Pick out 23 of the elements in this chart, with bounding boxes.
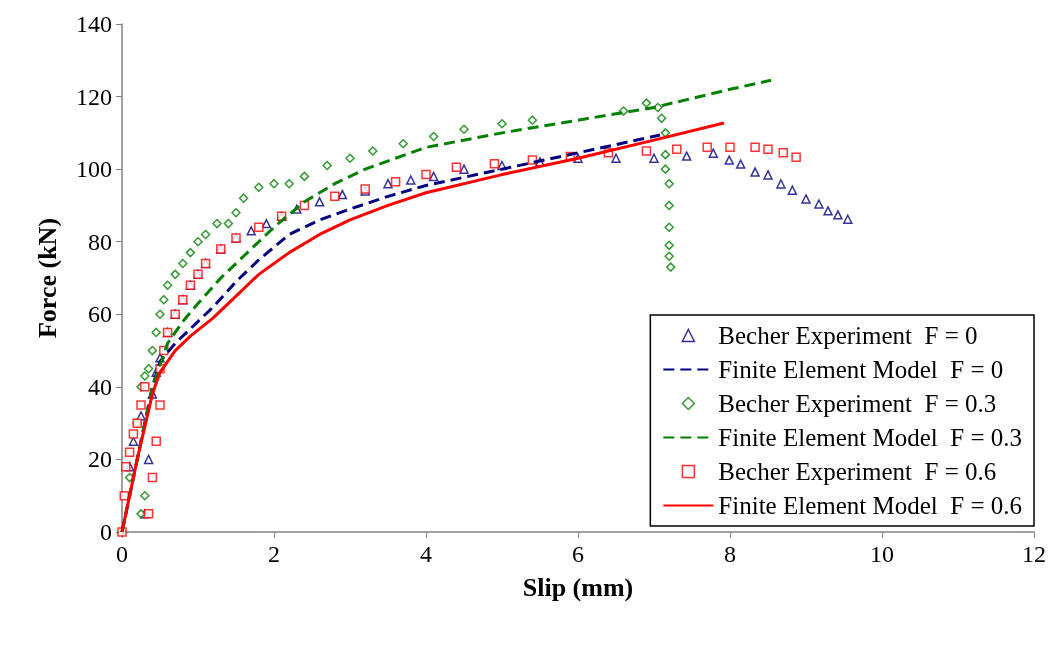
y-axis-title: Force (kN) [32, 217, 62, 339]
x-tick-label: 12 [1022, 541, 1046, 567]
x-axis-title: Slip (mm) [522, 572, 634, 602]
y-tick-label: 140 [76, 11, 112, 37]
legend-label: Becher Experiment F = 0.6 [718, 458, 997, 485]
y-tick-label: 100 [76, 156, 112, 183]
x-tick-label: 0 [116, 541, 128, 567]
x-tick-label: 6 [572, 541, 584, 567]
legend-label: Finite Element Model F = 0 [718, 356, 1004, 383]
legend-label: Becher Experiment F = 0.3 [718, 390, 997, 417]
x-tick-label: 2 [268, 541, 280, 567]
legend-label: Finite Element Model F = 0.6 [718, 492, 1023, 519]
y-tick-label: 40 [88, 373, 112, 400]
y-tick-label: 60 [88, 301, 112, 328]
legend-label: Becher Experiment F = 0 [718, 322, 978, 349]
legend-label: Finite Element Model F = 0.3 [718, 424, 1023, 451]
y-tick-label: 120 [76, 83, 112, 110]
y-tick-label: 20 [88, 446, 112, 473]
x-tick-label: 8 [724, 541, 736, 567]
y-tick-label: 80 [88, 228, 112, 255]
y-tick-label: 0 [100, 519, 112, 545]
x-tick-label: 10 [870, 541, 894, 567]
x-tick-label: 4 [420, 541, 432, 567]
